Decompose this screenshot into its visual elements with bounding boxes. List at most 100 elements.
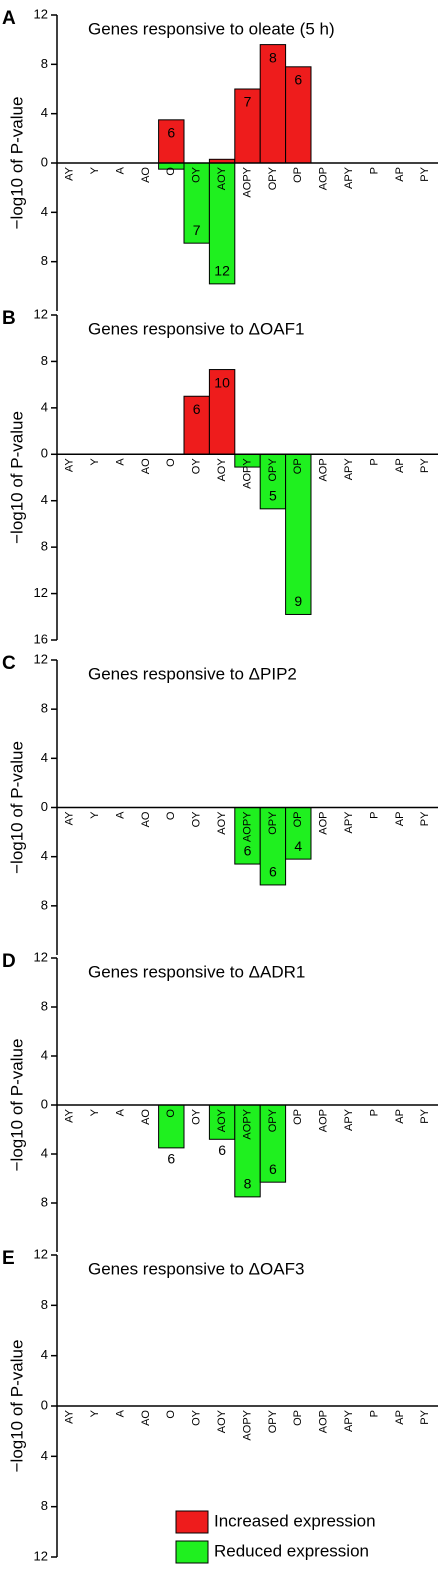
y-tick-label: 4: [41, 204, 48, 219]
count-label: 6: [269, 864, 277, 880]
x-tick-label: AO: [140, 1410, 152, 1426]
y-tick-label: 4: [41, 750, 48, 765]
x-tick-label: OP: [292, 167, 304, 183]
x-tick-label: OY: [191, 166, 203, 183]
x-tick-label: AY: [64, 458, 76, 473]
x-tick-label: OY: [191, 811, 203, 828]
panel-letter: D: [2, 951, 16, 972]
x-tick-label: AOY: [216, 458, 228, 482]
chart-title: Genes responsive to ΔPIP2: [88, 664, 297, 683]
x-tick-label: A: [114, 166, 126, 174]
bar: [208, 1104, 236, 1140]
y-tick-label: 8: [41, 701, 48, 716]
x-tick-label: AOP: [318, 458, 330, 481]
chart-title: Genes responsive to ΔOAF1: [88, 319, 304, 338]
x-tick-label: OPY: [267, 166, 279, 190]
x-tick-label: OPY: [267, 1108, 279, 1132]
x-tick-label: PY: [419, 1108, 431, 1123]
x-tick-label: OPY: [267, 811, 279, 835]
x-tick-label: A: [114, 458, 126, 466]
bar: [259, 807, 287, 886]
panel-letter: A: [2, 8, 16, 29]
x-tick-label: P: [368, 1109, 380, 1116]
x-tick-label: O: [165, 167, 177, 176]
count-label: 6: [167, 1151, 175, 1167]
bar: [208, 369, 236, 455]
legend-label: Reduced expression: [214, 1541, 369, 1560]
x-tick-label: AOP: [318, 1109, 330, 1132]
x-tick-label: PY: [419, 166, 431, 181]
x-tick-label: AY: [64, 1409, 76, 1424]
x-tick-label: AOPY: [241, 1409, 253, 1440]
count-label: 6: [269, 1161, 277, 1177]
x-tick-label: OP: [292, 812, 304, 828]
count-label: 6: [167, 125, 175, 141]
count-label: 6: [244, 843, 252, 859]
count-label: 5: [269, 488, 277, 504]
count-label: 4: [294, 838, 302, 854]
y-tick-label: 0: [41, 1096, 48, 1111]
y-tick-label: 12: [34, 651, 48, 666]
y-tick-label: 8: [41, 998, 48, 1013]
x-tick-label: P: [368, 167, 380, 174]
y-tick-label: 4: [41, 1047, 48, 1062]
count-label: 6: [294, 72, 302, 88]
x-tick-label: AOP: [318, 812, 330, 835]
y-tick-label: 4: [41, 492, 48, 507]
x-tick-label: AOPY: [241, 1108, 253, 1139]
y-axis-label: −log10 of P-value: [7, 97, 26, 230]
y-tick-label: 0: [41, 154, 48, 169]
chart-title: Genes responsive to oleate (5 h): [88, 19, 335, 38]
x-tick-label: AY: [64, 166, 76, 181]
x-tick-label: AP: [394, 1410, 406, 1425]
bar: [158, 1104, 185, 1149]
panel-letter: B: [2, 308, 16, 329]
x-tick-label: APY: [343, 166, 355, 189]
x-tick-label: PY: [419, 811, 431, 826]
x-tick-label: AO: [140, 1109, 152, 1125]
y-axis-label: −log10 of P-value: [7, 741, 26, 874]
x-tick-label: OP: [292, 1410, 304, 1426]
x-tick-label: AO: [140, 167, 152, 183]
bar: [285, 66, 312, 164]
y-tick-label: 16: [34, 631, 48, 646]
x-tick-label: APY: [343, 1409, 355, 1432]
x-tick-label: AP: [394, 167, 406, 182]
count-label: 10: [214, 374, 230, 390]
y-tick-label: 12: [34, 306, 48, 321]
x-tick-label: Y: [89, 458, 101, 466]
x-tick-label: PY: [419, 458, 431, 473]
x-tick-label: O: [165, 458, 177, 467]
panel-letter: C: [2, 653, 16, 674]
x-tick-label: AOP: [318, 1410, 330, 1433]
x-tick-label: AP: [394, 1109, 406, 1124]
y-tick-label: 8: [41, 897, 48, 912]
chart-title: Genes responsive to ΔADR1: [88, 962, 305, 981]
bar: [285, 807, 312, 860]
count-label: 7: [193, 222, 201, 238]
panel-letter: E: [2, 1248, 15, 1269]
x-tick-label: APY: [343, 1108, 355, 1131]
bar: [234, 1104, 261, 1198]
x-tick-label: OPY: [267, 458, 279, 482]
x-tick-label: AO: [140, 811, 152, 827]
x-tick-label: P: [368, 458, 380, 465]
x-tick-label: AOY: [216, 811, 228, 835]
y-tick-label: 12: [34, 949, 48, 964]
x-tick-label: O: [165, 1410, 177, 1419]
x-tick-label: AP: [394, 458, 406, 473]
x-tick-label: Y: [89, 166, 101, 174]
x-tick-label: O: [165, 811, 177, 820]
x-tick-label: P: [368, 812, 380, 819]
x-tick-label: Y: [89, 1409, 101, 1417]
x-tick-label: OY: [191, 1108, 203, 1125]
bar: [259, 453, 287, 510]
count-label: 9: [294, 593, 302, 609]
y-tick-label: 12: [34, 1548, 48, 1563]
count-label: 8: [244, 1176, 252, 1192]
x-tick-label: AO: [140, 458, 152, 474]
y-tick-label: 8: [41, 1194, 48, 1209]
y-tick-label: 8: [41, 353, 48, 368]
x-tick-label: PY: [419, 1409, 431, 1424]
